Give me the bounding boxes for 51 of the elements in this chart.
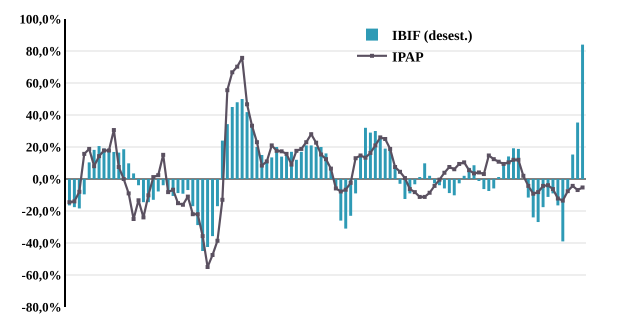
bar [137,179,140,186]
bar [368,132,372,179]
bar [561,179,564,242]
y-tick-label: 100,0% [19,12,62,27]
legend-label: IPAP [392,50,424,66]
y-tick-label: -80,0% [22,300,62,315]
bar [413,179,416,184]
y-tick-label: 40,0% [26,108,62,123]
bar [294,160,298,179]
bar [576,122,580,179]
legend-label: IBIF (desest.) [392,29,473,44]
bar [398,179,402,184]
y-tick-label: 60,0% [26,76,62,91]
bar [127,163,130,179]
bar [423,163,426,179]
bar [487,179,490,191]
y-tick-label: 0,0% [32,172,62,187]
bar [571,154,574,179]
bar [191,179,194,206]
bar [162,179,165,186]
bar [448,179,451,194]
bar [240,99,244,179]
bar [280,156,284,179]
bar [226,124,229,179]
bar [236,102,239,179]
bar [581,44,584,179]
bar [462,176,466,179]
bar [255,147,258,179]
bar [482,179,486,190]
bar [206,179,210,247]
bar [112,152,116,179]
bar [142,179,145,202]
bar [428,176,432,179]
bar [176,179,180,194]
y-tick-label: 80,0% [26,44,62,59]
y-tick-label: -20,0% [22,204,62,219]
bar [339,179,342,221]
bar [354,179,358,194]
y-tick-label: -60,0% [22,268,62,283]
y-tick-label: 20,0% [26,140,62,155]
bar [314,147,318,179]
bar [181,179,184,194]
bar [211,179,214,236]
bar [186,179,190,190]
bar [246,112,249,179]
bar [442,179,446,188]
bar [364,128,367,179]
bar [88,162,91,179]
bar [216,179,219,206]
y-tick-label: -40,0% [22,236,62,251]
bar [132,173,136,179]
